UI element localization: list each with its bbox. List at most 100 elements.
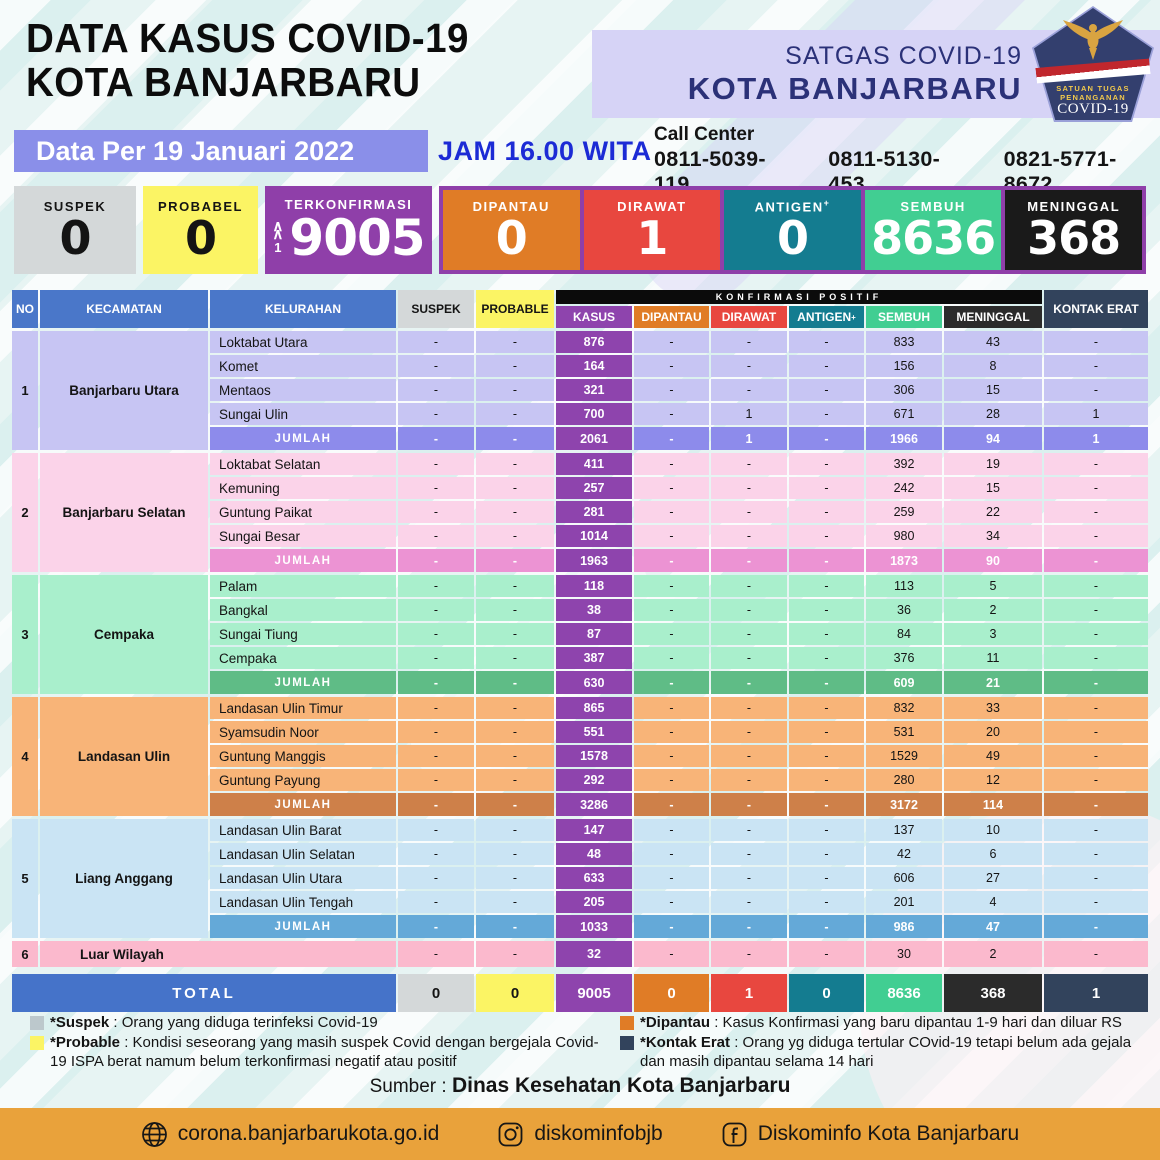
legend-text: *Kontak Erat : Orang yg diduga tertular … bbox=[640, 1034, 1132, 1070]
value-cell: - bbox=[476, 941, 554, 967]
jumlah-label: JUMLAH bbox=[210, 915, 396, 938]
value-cell: - bbox=[634, 647, 709, 669]
value-cell: 12 bbox=[944, 769, 1042, 791]
stat-value: 0 bbox=[776, 211, 809, 266]
page-title: DATA KASUS COVID-19 KOTA BANJARBARU bbox=[26, 16, 469, 105]
value-cell: - bbox=[398, 331, 474, 353]
value-cell: - bbox=[476, 647, 554, 669]
value-cell: - bbox=[634, 623, 709, 645]
value-cell: - bbox=[634, 453, 709, 475]
value-cell: - bbox=[1044, 697, 1148, 719]
total-label: TOTAL bbox=[12, 974, 396, 1012]
value-cell: 42 bbox=[866, 843, 942, 865]
time-label: JAM 16.00 WITA bbox=[438, 136, 652, 166]
facebook-link[interactable]: Diskominfo Kota Banjarbaru bbox=[721, 1121, 1019, 1148]
value-cell: - bbox=[789, 647, 864, 669]
total-value-cell: 1 bbox=[711, 974, 787, 1012]
value-cell: - bbox=[789, 525, 864, 547]
value-cell: 259 bbox=[866, 501, 942, 523]
col-header-kelurahan: KELURAHAN bbox=[210, 290, 396, 328]
value-cell: 1 bbox=[711, 403, 787, 425]
value-cell: 3 bbox=[944, 623, 1042, 645]
value-cell: - bbox=[1044, 867, 1148, 889]
total-value-cell: 368 bbox=[944, 974, 1042, 1012]
jumlah-value-cell: - bbox=[789, 549, 864, 572]
value-cell: - bbox=[634, 891, 709, 913]
value-cell: - bbox=[398, 575, 474, 597]
website-link[interactable]: corona.banjarbarukota.go.id bbox=[141, 1121, 439, 1148]
value-cell: 28 bbox=[944, 403, 1042, 425]
jumlah-label: JUMLAH bbox=[210, 427, 396, 450]
value-cell: 205 bbox=[556, 891, 632, 913]
stat-card-dipantau: DIPANTAU 0 bbox=[443, 190, 580, 270]
kelurahan-cell: Loktabat Utara bbox=[210, 331, 396, 353]
col-header-sembuh: SEMBUH bbox=[866, 306, 942, 328]
jumlah-value-cell: - bbox=[476, 915, 554, 938]
jumlah-value-cell: - bbox=[398, 427, 474, 450]
value-cell: 700 bbox=[556, 403, 632, 425]
jumlah-value-cell: - bbox=[476, 549, 554, 572]
value-cell: 48 bbox=[556, 843, 632, 865]
jumlah-value-cell: 94 bbox=[944, 427, 1042, 450]
logo-text-line2: PENANGANAN bbox=[1060, 93, 1126, 102]
value-cell: - bbox=[634, 867, 709, 889]
kelurahan-cell: Bangkal bbox=[210, 599, 396, 621]
legend-text: *Probable : Kondisi seseorang yang masih… bbox=[50, 1034, 599, 1070]
satgas-line2: KOTA BANJARBARU bbox=[687, 70, 1022, 106]
kecamatan-group: 4 Landasan Ulin Landasan Ulin Timur - -865- -… bbox=[12, 697, 1148, 816]
value-cell: 32 bbox=[556, 941, 632, 967]
value-cell: 411 bbox=[556, 453, 632, 475]
konfirmasi-positif-header: KONFIRMASI POSITIF bbox=[556, 290, 1042, 304]
legend-right: *Dipantau : Kasus Konfirmasi yang baru d… bbox=[620, 1014, 1148, 1071]
row-number: 2 bbox=[12, 453, 38, 572]
jumlah-value-cell: - bbox=[711, 915, 787, 938]
value-cell: - bbox=[398, 379, 474, 401]
jumlah-value-cell: - bbox=[1044, 915, 1148, 938]
value-cell: - bbox=[634, 477, 709, 499]
stat-value: 0 bbox=[184, 210, 217, 265]
value-cell: 833 bbox=[866, 331, 942, 353]
value-cell: 242 bbox=[866, 477, 942, 499]
legend-left: *Suspek : Orang yang diduga terinfeksi C… bbox=[30, 1014, 610, 1071]
row-number: 4 bbox=[12, 697, 38, 816]
jumlah-value-cell: 609 bbox=[866, 671, 942, 694]
value-cell: 1014 bbox=[556, 525, 632, 547]
value-cell: - bbox=[634, 769, 709, 791]
kelurahan-cell: Landasan Ulin Timur bbox=[210, 697, 396, 719]
value-cell: 980 bbox=[866, 525, 942, 547]
value-cell: - bbox=[634, 745, 709, 767]
footer-bar: corona.banjarbarukota.go.id diskominfobj… bbox=[0, 1108, 1160, 1160]
col-header-meninggal: MENINGGAL bbox=[944, 306, 1042, 328]
value-cell: - bbox=[789, 941, 864, 967]
value-cell: - bbox=[398, 403, 474, 425]
value-cell: - bbox=[476, 599, 554, 621]
value-cell: - bbox=[711, 355, 787, 377]
value-cell: 280 bbox=[866, 769, 942, 791]
instagram-link[interactable]: diskominfobjb bbox=[497, 1121, 663, 1148]
value-cell: - bbox=[476, 453, 554, 475]
legend-item: *Probable : Kondisi seseorang yang masih… bbox=[30, 1034, 610, 1071]
value-cell: - bbox=[1044, 843, 1148, 865]
kecamatan-cell: Luar Wilayah bbox=[40, 941, 396, 967]
value-cell: - bbox=[789, 721, 864, 743]
stat-value: 0 bbox=[59, 210, 91, 265]
value-cell: - bbox=[711, 501, 787, 523]
logo-text-line3: COVID-19 bbox=[1057, 101, 1129, 117]
kelurahan-cell: Guntung Manggis bbox=[210, 745, 396, 767]
instagram-icon bbox=[498, 1122, 523, 1146]
value-cell: - bbox=[398, 891, 474, 913]
jumlah-value-cell: - bbox=[476, 427, 554, 450]
value-cell: - bbox=[789, 453, 864, 475]
stat-card-terkonfirmasi: TERKONFIRMASI ∧ ∧ 1 9005 bbox=[265, 186, 432, 274]
value-cell: - bbox=[398, 355, 474, 377]
jumlah-value-cell: - bbox=[789, 427, 864, 450]
page-title-line1: DATA KASUS COVID-19 bbox=[26, 15, 469, 61]
stat-value: 9005 bbox=[289, 208, 425, 267]
kelurahan-cell: Landasan Ulin Tengah bbox=[210, 891, 396, 913]
jumlah-label: JUMLAH bbox=[210, 793, 396, 816]
total-value-cell: 9005 bbox=[556, 974, 632, 1012]
jumlah-value-cell: 3286 bbox=[556, 793, 632, 816]
jumlah-value-cell: - bbox=[634, 915, 709, 938]
col-header-dipantau: DIPANTAU bbox=[634, 306, 709, 328]
